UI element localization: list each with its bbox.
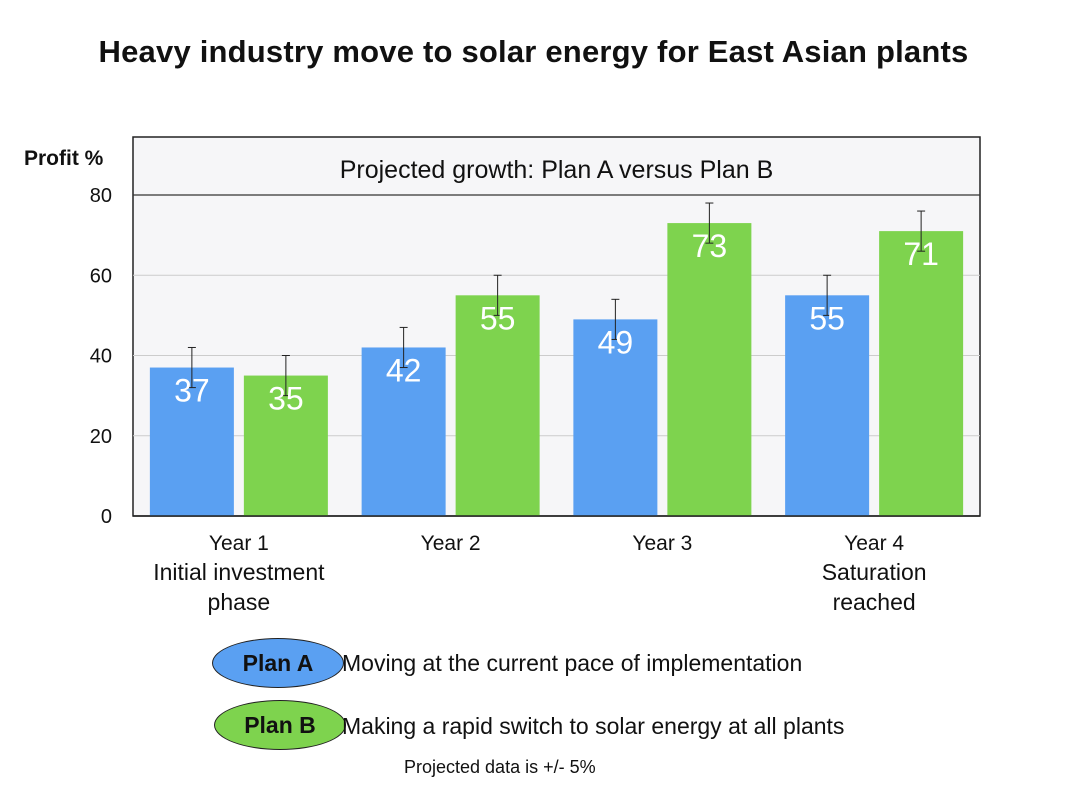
x-tick-label: Year 1 (209, 532, 269, 555)
x-tick-label: Year 4 (844, 532, 904, 555)
chart-subtitle: Projected growth: Plan A versus Plan B (340, 156, 774, 184)
data-label: 71 (903, 236, 939, 272)
y-tick-label: 40 (90, 346, 112, 368)
bar-chart: 0 20 40 60 80 Profit % Projected growth: Plan … (24, 136, 981, 615)
data-label: 73 (692, 228, 728, 264)
y-tick-label: 80 (90, 185, 112, 207)
y-axis-label: Profit % (24, 147, 104, 170)
x-tick-label: Year 2 (421, 532, 481, 555)
x-tick-label: phase (208, 589, 271, 615)
legend-plan-a-description: Moving at the current pace of implementa… (342, 650, 803, 676)
y-tick-label: 0 (101, 506, 112, 528)
data-label: 42 (386, 352, 422, 388)
bar-plan-b (879, 231, 964, 517)
x-tick-label: Saturation (822, 559, 927, 585)
y-tick-label: 60 (90, 265, 112, 287)
legend-plan-b-badge: Plan B (214, 700, 346, 750)
x-tick-label: Year 3 (632, 532, 692, 555)
bar-plan-a (785, 295, 870, 516)
data-label: 37 (174, 373, 210, 409)
legend-plan-b-description: Making a rapid switch to solar energy at… (342, 713, 845, 739)
legend-plan-a-label: Plan A (242, 649, 314, 676)
data-label: 55 (480, 300, 516, 336)
chart-title: Heavy industry move to solar energy for … (98, 34, 969, 69)
bar-plan-b (243, 375, 328, 516)
bar-plan-a (149, 367, 234, 516)
x-tick-label: Initial investment (153, 559, 325, 585)
bar-plan-b (667, 223, 752, 516)
bar-plan-a (573, 319, 658, 516)
bar-plan-b (455, 295, 540, 516)
data-label: 49 (598, 324, 634, 360)
bar-plan-a (361, 347, 446, 516)
data-label: 55 (809, 300, 845, 336)
legend-plan-b-label: Plan B (244, 711, 316, 738)
legend-plan-a-badge: Plan A (212, 638, 344, 688)
y-tick-label: 20 (90, 426, 112, 448)
data-label: 35 (268, 381, 304, 417)
x-tick-label: reached (833, 589, 916, 615)
footnote: Projected data is +/- 5% (404, 757, 596, 777)
